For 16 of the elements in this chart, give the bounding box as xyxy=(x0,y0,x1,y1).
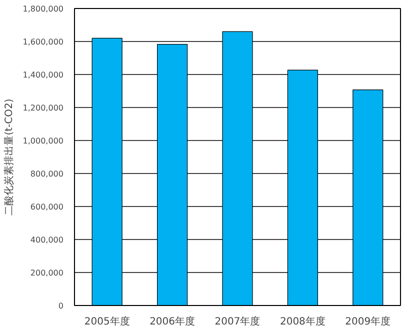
y-tick-label: 200,000 xyxy=(30,268,64,278)
y-tick-label: 1,400,000 xyxy=(22,70,64,80)
x-tick-label: 2008年度 xyxy=(280,316,326,328)
x-tick-label: 2007年度 xyxy=(214,316,260,328)
y-axis-title: 二酸化炭素排出量(t-CO2) xyxy=(2,98,15,216)
x-tick-label: 2006年度 xyxy=(150,316,196,328)
y-tick-label: 400,000 xyxy=(30,236,64,244)
y-tick-label: 800,000 xyxy=(30,170,64,178)
y-tick-label: 600,000 xyxy=(30,202,64,212)
x-tick-label: 2005年度 xyxy=(84,316,130,328)
y-tick-label: 1,000,000 xyxy=(22,136,64,146)
y-tick-label: 0 xyxy=(58,302,64,310)
y-tick-label: 1,200,000 xyxy=(22,104,64,112)
y-tick-label: 1,800,000 xyxy=(22,4,64,14)
y-tick-label: 1,600,000 xyxy=(22,38,64,46)
x-tick-label: 2009年度 xyxy=(345,316,391,328)
